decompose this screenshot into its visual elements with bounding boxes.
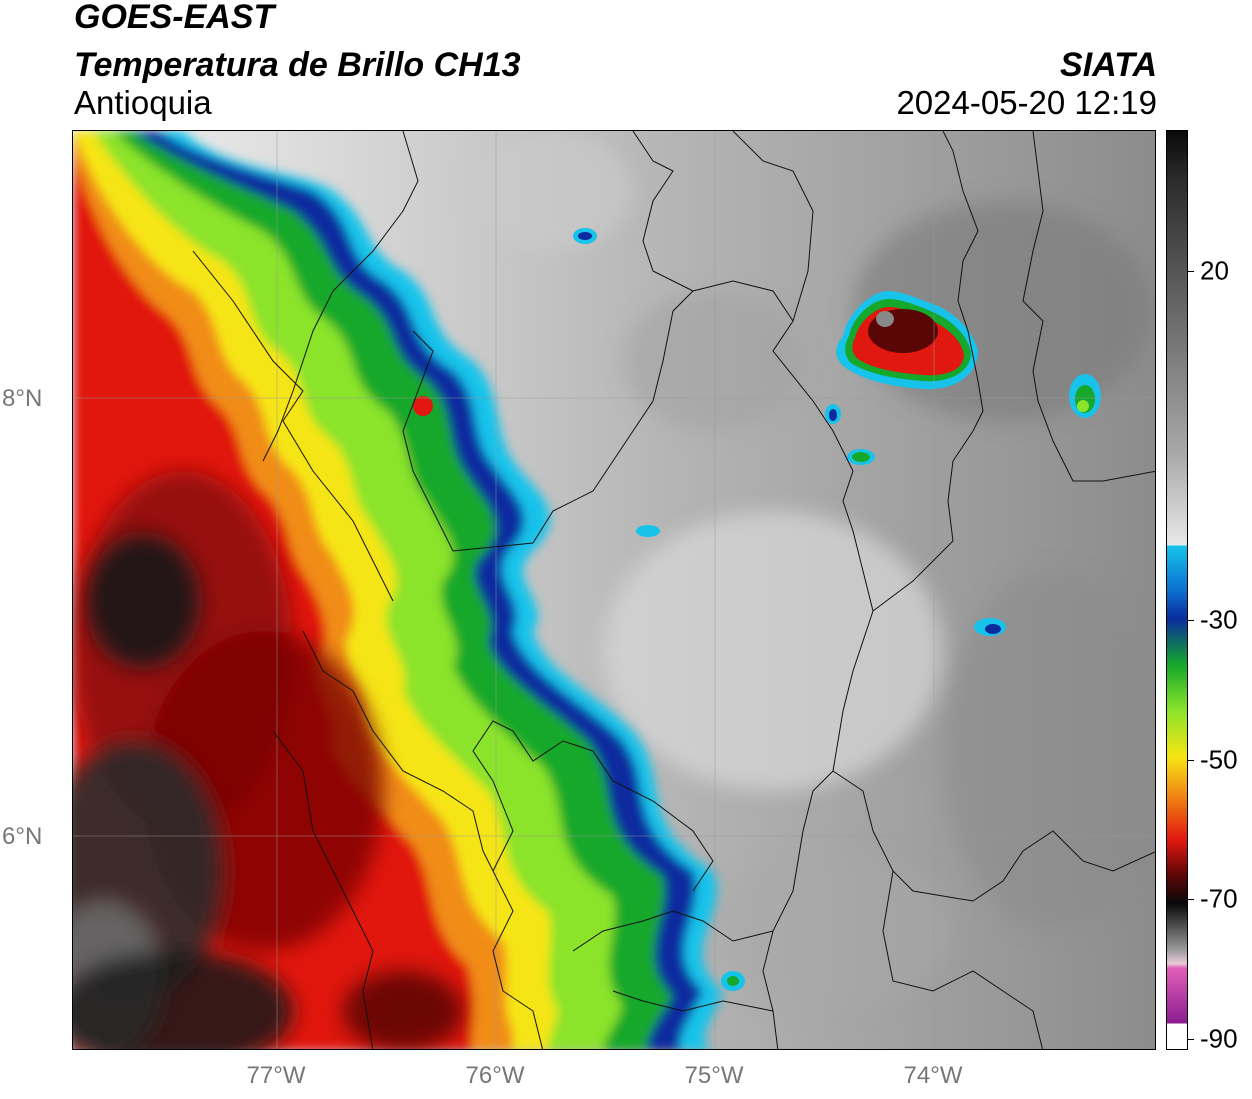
colorbar-tick	[1188, 1039, 1194, 1040]
map-image	[73, 131, 1155, 1049]
product-title: Temperatura de Brillo CH13	[74, 46, 521, 84]
graticule	[73, 131, 1155, 1049]
colorbar-tick	[1188, 620, 1194, 621]
lat-label-6n: 6°N	[2, 823, 43, 850]
colorbar-label-minus50: -50	[1200, 744, 1238, 775]
agency-label: SIATA	[1060, 46, 1157, 84]
lon-label-76w: 76°W	[465, 1062, 525, 1089]
lat-label-8n: 8°N	[2, 385, 43, 412]
boundaries	[192, 131, 1155, 1049]
colorbar-tick	[1188, 899, 1194, 900]
satellite-map[interactable]	[72, 130, 1156, 1050]
colorbar-label-20: 20	[1200, 255, 1229, 286]
colorbar	[1166, 130, 1188, 1050]
region-label: Antioquia	[74, 84, 212, 121]
colorbar-gradient	[1167, 131, 1187, 1049]
colorbar-tick	[1188, 271, 1194, 272]
satellite-title: GOES-EAST	[74, 0, 275, 36]
lon-label-74w: 74°W	[903, 1062, 963, 1089]
cold-cloud-core	[73, 471, 463, 1049]
colorbar-label-minus30: -30	[1200, 604, 1238, 635]
convective-cell-ne	[836, 291, 978, 390]
colorbar-label-minus90: -90	[1200, 1023, 1238, 1054]
lon-label-75w: 75°W	[684, 1062, 744, 1089]
gray-texture	[473, 131, 1155, 1011]
colorbar-label-minus70: -70	[1200, 883, 1238, 914]
convective-cell-small	[413, 228, 1101, 991]
lon-label-77w: 77°W	[246, 1062, 306, 1089]
colorbar-tick	[1188, 760, 1194, 761]
datetime-label: 2024-05-20 12:19	[896, 84, 1157, 121]
